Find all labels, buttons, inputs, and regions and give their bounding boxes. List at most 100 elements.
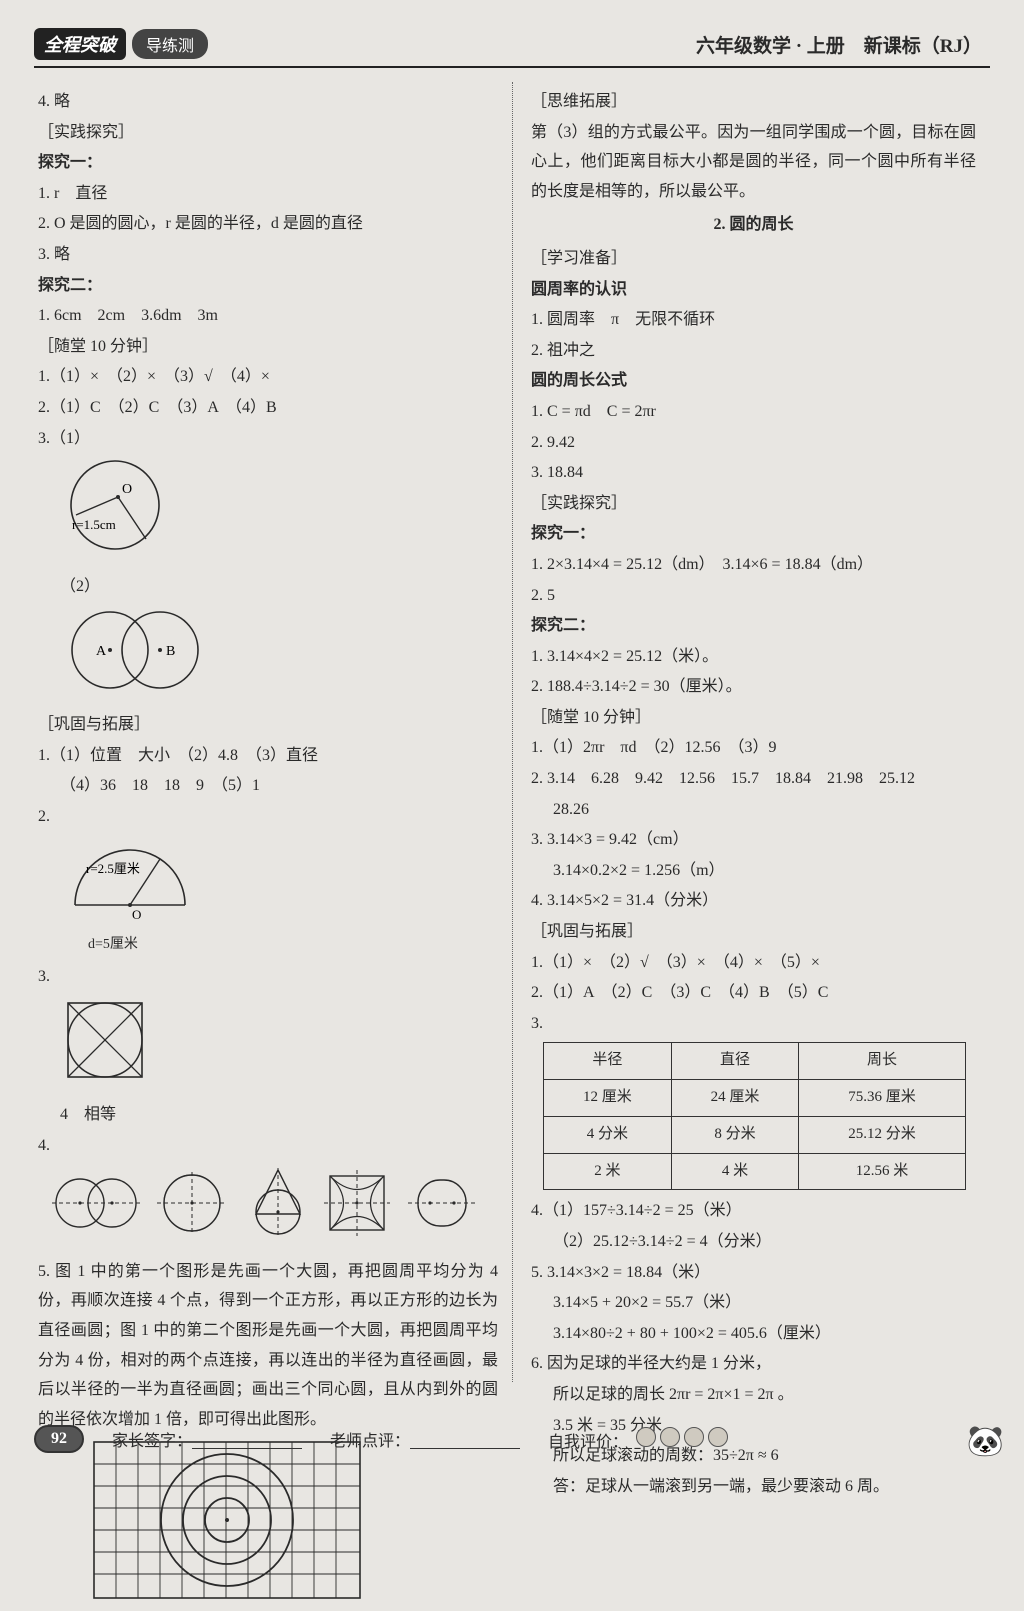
page-header: 全程突破 导练测 六年级数学 · 上册 新课标（RJ） [34,28,990,68]
parent-sign-label: 家长签字： [112,1427,302,1451]
s3-2: （2） [38,572,498,602]
label-O2: O [132,907,141,922]
label-d5: d=5厘米 [88,932,498,958]
sec-xuexi: ［学习准备］ [531,244,976,274]
table-row: 2 米 4 米 12.56 米 [544,1153,966,1190]
tj1-1: 1. 2×3.14×4 = 25.12（dm） 3.14×6 = 18.84（d… [531,550,976,580]
xf1: 1. C = πd C = 2πr [531,397,976,427]
xf2: 2. 9.42 [531,428,976,458]
sec-suitang: ［随堂 10 分钟］ [38,332,498,362]
figure-row-shapes [52,1164,498,1253]
s1: 1.（1）× （2）× （3）√ （4）× [38,362,498,392]
siwei-body: 第（3）组的方式最公平。因为一组同学围成一个圆，目标在圆心上，他们距离目标大小都… [531,118,976,207]
face-icon[interactable] [684,1427,704,1447]
tanjiu1-title: 探究一： [38,148,498,178]
face-icon[interactable] [660,1427,680,1447]
g4: 4. [38,1131,498,1161]
item-4: 4. 略 [38,87,498,117]
sec-gonggu: ［巩固与拓展］ [38,710,498,740]
table-row: 半径 直径 周长 [544,1043,966,1080]
th-diameter: 直径 [671,1043,799,1080]
sec-siwei: ［思维拓展］ [531,87,976,117]
left-column: 4. 略 ［实践探究］ 探究一： 1. r 直径 2. O 是圆的圆心，r 是圆… [34,82,512,1382]
sec-gonggu2: ［巩固与拓展］ [531,917,976,947]
s2: 2.（1）C （2）C （3）A （4）B [38,393,498,423]
gg3: 3. [531,1009,976,1039]
figure-two-circles: A B [60,605,498,706]
right-column: ［思维拓展］ 第（3）组的方式最公平。因为一组同学围成一个圆，目标在圆心上，他们… [512,82,990,1382]
logo-block: 全程突破 导练测 [34,28,208,60]
t1-2: 2. O 是圆的圆心，r 是圆的半径，d 是圆的直径 [38,209,498,239]
g2: 2. [38,802,498,832]
g1: 1.（1）位置 大小 （2）4.8 （3）直径 [38,741,498,771]
self-eval-faces[interactable] [636,1427,728,1447]
tj2-2: 2. 188.4÷3.14÷2 = 30（厘米）。 [531,672,976,702]
logo-main: 全程突破 [34,28,126,60]
header-right: 六年级数学 · 上册 新课标（RJ） [696,31,982,58]
sec-shijian2: ［实践探究］ [531,489,976,519]
circle-table: 半径 直径 周长 12 厘米 24 厘米 75.36 厘米 4 分米 8 分米 … [543,1042,966,1190]
face-icon[interactable] [636,1427,656,1447]
gg6b: 所以足球的周长 2πr = 2π×1 = 2π 。 [531,1380,976,1410]
tj1-2: 2. 5 [531,581,976,611]
st3b: 3.14×0.2×2 = 1.256（m） [531,856,976,886]
teacher-blank-line[interactable] [410,1435,520,1449]
tj2: 探究二： [531,611,976,641]
figure-semicircle: r=2.5厘米 O d=5厘米 [60,835,498,957]
self-eval-label: 自我评价： [548,1427,728,1452]
g1b: （4）36 18 18 9 （5）1 [38,771,498,801]
gg4a: 4.（1）157÷3.14÷2 = 25（米） [531,1196,976,1226]
t2-1: 1. 6cm 2cm 3.6dm 3m [38,301,498,331]
gg6a: 6. 因为足球的半径大约是 1 分米， [531,1349,976,1379]
sec-suitang2: ［随堂 10 分钟］ [531,703,976,733]
title-circumference: 2. 圆的周长 [531,210,976,240]
figure-square-circle [60,995,498,1096]
st4: 4. 3.14×5×2 = 31.4（分米） [531,886,976,916]
gg4b: （2）25.12÷3.14÷2 = 4（分米） [531,1227,976,1257]
th-radius: 半径 [544,1043,672,1080]
mascot-icon: 🐼 [967,1424,1004,1459]
xx-sub1: 圆周率的认识 [531,275,976,305]
st2b: 28.26 [531,795,976,825]
s3: 3.（1） [38,424,498,454]
table-row: 4 分米 8 分米 25.12 分米 [544,1116,966,1153]
t1-1: 1. r 直径 [38,179,498,209]
tanjiu2-title: 探究二： [38,271,498,301]
logo-sub: 导练测 [132,29,208,59]
label-B: B [166,644,175,659]
sec-shijian: ［实践探究］ [38,118,498,148]
xx1: 1. 圆周率 π 无限不循环 [531,305,976,335]
st3a: 3. 3.14×3 = 9.42（cm） [531,825,976,855]
label-r: r=1.5cm [72,517,116,532]
g3-caption: 4 相等 [38,1100,498,1130]
parent-sign-line[interactable] [192,1435,302,1449]
face-icon[interactable] [708,1427,728,1447]
st2: 2. 3.14 6.28 9.42 12.56 15.7 18.84 21.98… [531,764,976,794]
content-columns: 4. 略 ［实践探究］ 探究一： 1. r 直径 2. O 是圆的圆心，r 是圆… [34,82,990,1382]
figure-circle-1: O r=1.5cm [60,457,498,568]
label-O: O [122,482,132,497]
gg6e: 答：足球从一端滚到另一端，最少要滚动 6 周。 [531,1472,976,1502]
th-circum: 周长 [799,1043,965,1080]
xx-sub2: 圆的周长公式 [531,366,976,396]
gg5a: 5. 3.14×3×2 = 18.84（米） [531,1258,976,1288]
g5: 5. 图 1 中的第一个图形是先画一个大圆，再把圆周平均分为 4 份，再顺次连接… [38,1257,498,1435]
label-A: A [96,644,107,659]
tj2-1: 1. 3.14×4×2 = 25.12（米）。 [531,642,976,672]
table-row: 12 厘米 24 厘米 75.36 厘米 [544,1080,966,1117]
xx2: 2. 祖冲之 [531,336,976,366]
tj1: 探究一： [531,519,976,549]
gg1: 1.（1）× （2）√ （3）× （4）× （5）× [531,948,976,978]
label-r25: r=2.5厘米 [86,861,140,876]
gg2: 2.（1）A （2）C （3）C （4）B （5）C [531,978,976,1008]
st1: 1.（1）2πr πd （2）12.56 （3）9 [531,733,976,763]
page-footer: 92 家长签字： 老师点评： 自我评价： [34,1425,990,1453]
figure-concentric-grid [92,1440,498,1611]
gg5b: 3.14×5 + 20×2 = 55.7（米） [531,1288,976,1318]
page-number: 92 [34,1425,84,1453]
teacher-comment-label: 老师点评： [330,1427,520,1451]
t1-3: 3. 略 [38,240,498,270]
xf3: 3. 18.84 [531,458,976,488]
g3: 3. [38,962,498,992]
gg5c: 3.14×80÷2 + 80 + 100×2 = 405.6（厘米） [531,1319,976,1349]
